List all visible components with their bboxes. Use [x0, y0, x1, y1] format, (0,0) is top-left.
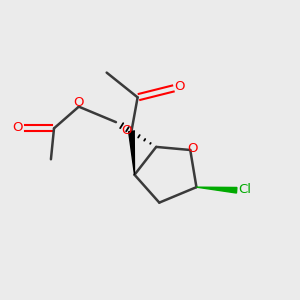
Text: Cl: Cl: [238, 183, 251, 196]
Polygon shape: [196, 187, 237, 193]
Text: O: O: [188, 142, 198, 154]
Polygon shape: [129, 131, 134, 175]
Text: O: O: [74, 96, 84, 110]
Text: O: O: [122, 124, 132, 137]
Text: O: O: [12, 121, 23, 134]
Text: O: O: [174, 80, 184, 93]
